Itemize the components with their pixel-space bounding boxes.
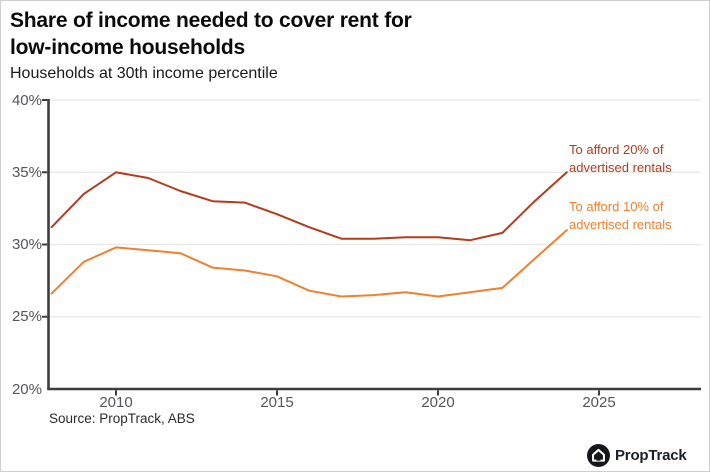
- title-line-1: Share of income needed to cover rent for: [10, 9, 412, 32]
- annotation-10pct-line1: To afford 10% of: [569, 199, 664, 214]
- x-axis-tick-label: 2015: [260, 394, 294, 411]
- logo-wordmark: PropTrack: [615, 446, 687, 464]
- source-note: Source: PropTrack, ABS: [49, 411, 195, 426]
- y-axis-tick-label: 35%: [11, 163, 42, 181]
- title-line-2: low-income households: [10, 36, 245, 59]
- x-axis-tick-label: 2025: [582, 394, 616, 411]
- y-axis-tick-label: 30%: [11, 236, 42, 253]
- annotation-10pct: To afford 10% of advertised rentals: [569, 198, 699, 234]
- annotation-20pct-line1: To afford 20% of: [569, 142, 664, 157]
- x-axis-tick-label: 2010: [99, 394, 133, 411]
- series-line-10pct: [50, 229, 568, 298]
- y-axis-tick-label: 20%: [11, 380, 42, 398]
- house-icon: [587, 443, 610, 467]
- y-axis-tick-label: 25%: [11, 308, 42, 326]
- y-axis-tick-label: 40%: [11, 91, 42, 109]
- series-line-20pct: [50, 171, 568, 242]
- proptrack-logo: PropTrack: [587, 443, 687, 467]
- x-axis-tick-label: 2020: [421, 394, 455, 411]
- chart-subtitle: Households at 30th income percentile: [10, 65, 278, 82]
- page-title: Share of income needed to cover rent for…: [10, 7, 650, 61]
- annotation-20pct-line2: advertised rentals: [569, 160, 672, 175]
- annotation-20pct: To afford 20% of advertised rentals: [569, 141, 699, 177]
- annotation-10pct-line2: advertised rentals: [569, 217, 672, 232]
